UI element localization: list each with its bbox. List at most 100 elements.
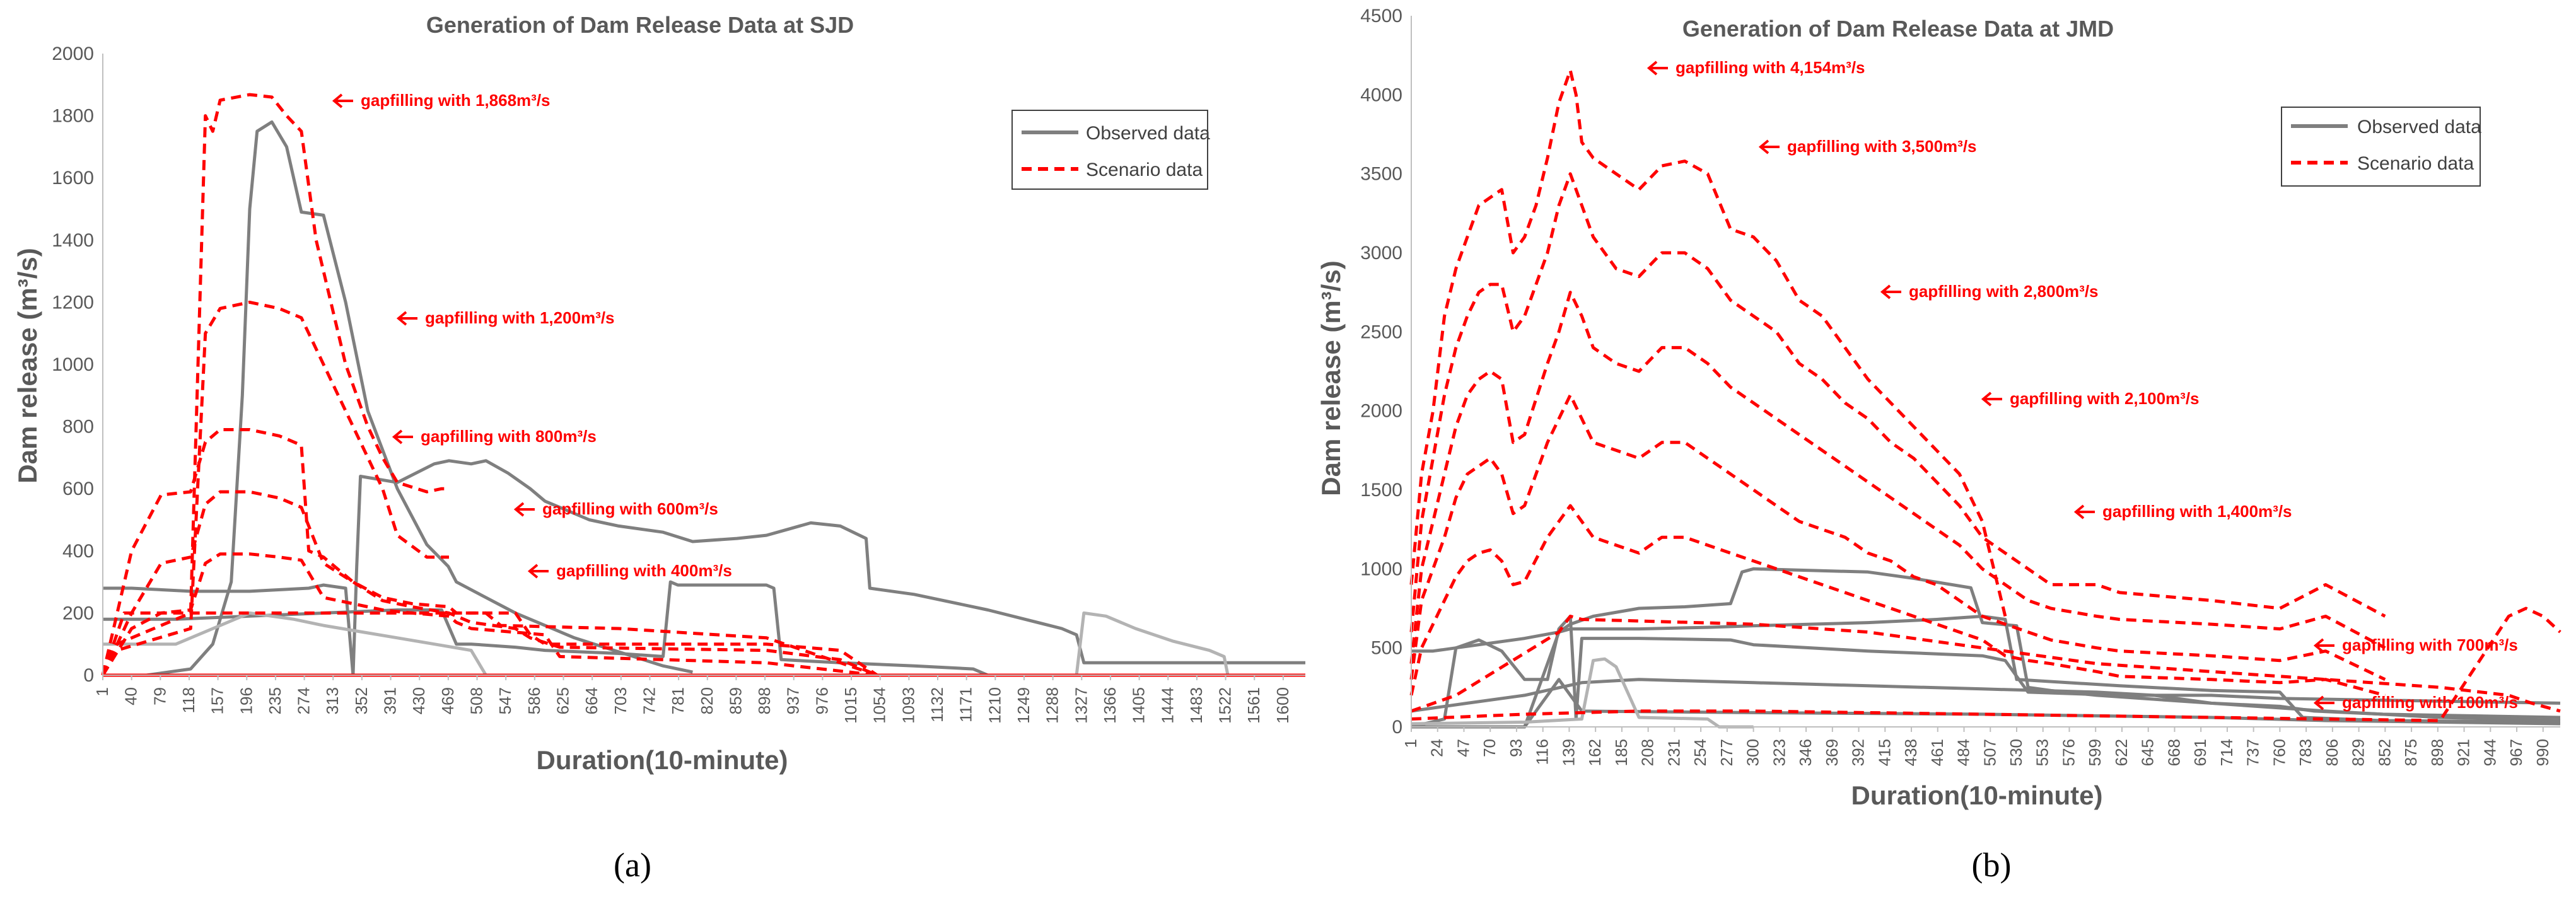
observed-series-line-2 [1411,615,2561,729]
y-tick-label: 1500 [1360,480,1402,501]
legend-label-scenario: Scenario data [2357,153,2474,174]
scenario-series-line-9 [1409,393,2386,682]
x-tick-label: 508 [467,687,486,714]
annotation-1200: gapfilling with 1,200m³/s [396,308,615,327]
panel-label: (a) [614,846,651,884]
arrow-left-icon [332,93,353,108]
y-tick-label: 0 [83,665,94,686]
annotation-label: gapfilling with 600m³/s [542,499,718,518]
x-tick-label: 1522 [1216,687,1235,724]
annotation-800: gapfilling with 800m³/s [392,427,597,446]
x-ticks: 1 24 47 70 93 116 139 162 185 208 231 254 277 300 323 3… [1401,727,2552,766]
annotation-600: gapfilling with 600m³/s [513,499,718,518]
legend-label-observed: Observed data [1086,123,1210,144]
annotations: gapfilling with 1,868m³/s gapfilling wit… [332,91,732,580]
x-tick-label: 1561 [1244,687,1263,724]
x-tick-label: 990 [2533,739,2552,766]
legend-label-scenario: Scenario data [1086,160,1203,180]
arrow-left-icon [1981,392,2002,407]
x-tick-label: 664 [582,687,601,714]
x-tick-label: 254 [1691,739,1710,766]
x-tick-label: 415 [1875,739,1894,766]
x-tick-label: 47 [1454,739,1472,757]
x-tick-label: 461 [1928,739,1947,766]
annotation-label: gapfilling with 4,154m³/s [1676,58,1865,77]
annotation-label: gapfilling with 700m³/s [2342,635,2518,654]
x-tick-label: 208 [1638,739,1657,766]
x-tick-label: 937 [784,687,803,714]
x-tick-label: 714 [2217,739,2236,766]
x-tick-label: 1444 [1158,687,1177,724]
y-tick-label: 1800 [52,106,94,127]
x-tick-label: 1600 [1273,687,1292,724]
arrow-left-icon [1880,284,1901,299]
y-tick-label: 1000 [1360,559,1402,579]
x-axis-title: Duration(10-minute) [1851,780,2103,810]
x-tick-label: 530 [2007,739,2025,766]
x-tick-label: 668 [2164,739,2183,766]
y-tick-label: 400 [62,541,94,562]
legend-box [2281,107,2481,187]
plot-area [1409,69,2561,729]
observed-series-line-0 [103,120,693,677]
x-tick-label: 346 [1796,739,1815,766]
x-tick-label: 1171 [957,687,976,722]
annotations: gapfilling with 4,154m³/s gapfilling wit… [1646,58,2518,712]
x-tick-label: 352 [352,687,371,714]
x-ticks: 1 40 79 118 157 196 235 274 313 352 391 430 469 508 54… [93,675,1292,724]
scenario-series-line-10 [1409,504,2386,697]
y-tick-label: 500 [1371,638,1402,659]
annotation-700: gapfilling with 700m³/s [2313,635,2518,654]
arrow-left-icon [396,311,417,326]
x-tick-label: 820 [697,687,716,714]
x-tick-label: 1210 [985,687,1004,724]
arrow-left-icon [392,429,413,444]
x-tick-label: 1 [93,687,112,696]
annotation-1868: gapfilling with 1,868m³/s [332,91,551,110]
y-tick-label: 1200 [52,292,94,313]
x-tick-label: 1 [1401,739,1420,748]
annotation-4154: gapfilling with 4,154m³/s [1646,58,1865,77]
x-tick-label: 742 [639,687,658,714]
annotation-label: gapfilling with 400m³/s [556,561,732,580]
scenario-series-line-6 [1409,69,2007,617]
x-tick-label: 40 [122,687,141,705]
annotation-label: gapfilling with 100m³/s [2342,693,2518,712]
scenario-series-line-7 [101,490,878,677]
x-tick-label: 118 [179,687,198,713]
x-tick-label: 392 [1849,739,1868,766]
annotation-100: gapfilling with 100m³/s [2313,693,2518,712]
y-tick-label: 1000 [52,354,94,375]
x-tick-label: 274 [294,687,313,714]
x-tick-label: 547 [496,687,515,714]
y-tick-label: 4000 [1360,84,1402,105]
annotation-label: gapfilling with 3,500m³/s [1787,137,1977,156]
x-tick-label: 781 [668,687,687,714]
x-tick-label: 691 [2191,739,2210,766]
x-tick-label: 196 [236,687,255,714]
x-tick-label: 783 [2296,739,2315,766]
y-ticks: 0 500 1000 1500 2000 2500 3000 3500 4000 4500 [1360,6,1402,738]
annotation-400: gapfilling with 400m³/s [527,561,732,580]
x-tick-label: 898 [755,687,774,714]
arrow-left-icon [527,564,549,579]
arrow-left-icon [2313,638,2334,653]
x-tick-label: 277 [1717,739,1736,766]
legend: Observed data Scenario data [2281,107,2481,187]
y-tick-label: 4500 [1360,6,1402,26]
annotation-label: gapfilling with 800m³/s [421,427,597,446]
x-tick-label: 1054 [870,687,889,724]
scenario-series-line-12 [1411,606,2561,722]
arrow-left-icon [513,502,535,517]
x-tick-label: 469 [438,687,457,714]
x-tick-label: 391 [381,687,400,714]
x-tick-label: 622 [2112,739,2131,766]
y-axis-title: Dam release (m³/s) [1316,260,1346,496]
x-tick-label: 1366 [1100,687,1119,724]
y-tick-label: 0 [1392,717,1402,738]
scenario-series-line-9 [101,611,878,677]
x-tick-label: 438 [1901,739,1920,766]
x-tick-label: 235 [265,687,284,714]
x-tick-label: 976 [812,687,831,714]
x-tick-label: 1015 [841,687,860,724]
